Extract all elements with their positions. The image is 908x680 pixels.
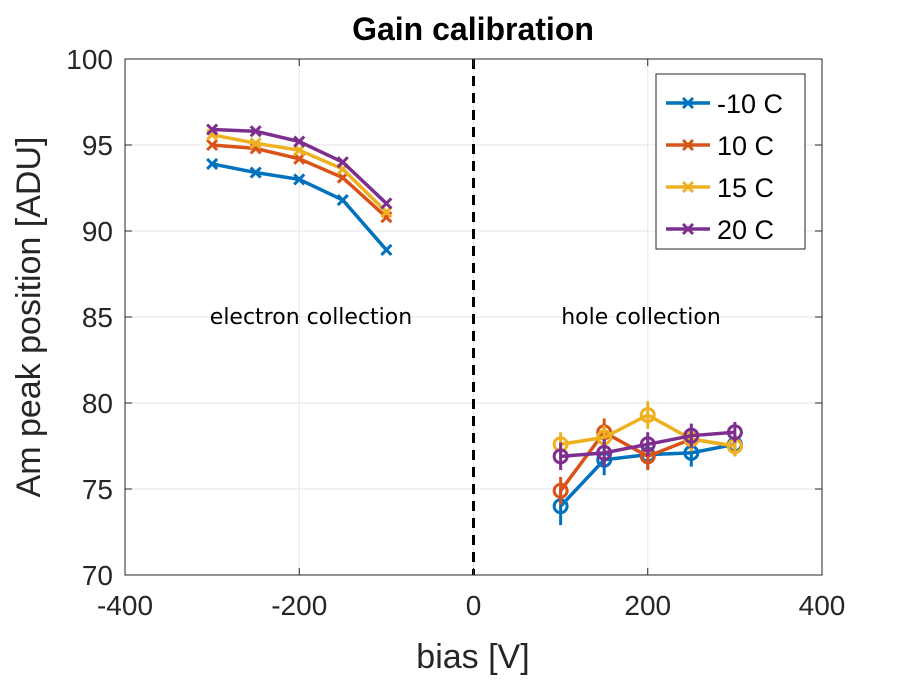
data-point-cross — [249, 166, 262, 179]
legend-marker — [681, 222, 695, 236]
x-tick-label: -200 — [271, 590, 327, 621]
legend-item: -10 C — [666, 89, 783, 119]
y-tick-label: 100 — [66, 44, 113, 75]
y-tick-label: 85 — [82, 302, 113, 333]
data-point-cross — [249, 125, 262, 138]
legend-label: -10 C — [717, 89, 783, 119]
legend-label: 10 C — [717, 131, 774, 161]
data-point-circle — [552, 448, 569, 465]
legend-item: 10 C — [666, 131, 774, 161]
legend-item: 15 C — [666, 173, 774, 203]
data-point-cross — [380, 243, 393, 256]
legend-marker — [681, 96, 695, 110]
chart-title: Gain calibration — [352, 11, 594, 47]
x-tick-label: 400 — [799, 590, 846, 621]
tick-labels: -400 -200 0 200 400 70 75 80 85 90 95 100 — [66, 44, 845, 621]
legend: -10 C 10 C 15 C 20 C — [655, 73, 806, 250]
x-tick-label: -400 — [97, 590, 153, 621]
y-tick-label: 95 — [82, 130, 113, 161]
data-point-cross — [206, 157, 219, 170]
axes-frame — [124, 58, 823, 576]
x-tick-label: 0 — [466, 590, 482, 621]
legend-marker — [681, 180, 695, 194]
series-line-hole — [560, 430, 736, 459]
y-tick-label: 70 — [82, 560, 113, 591]
data-point-cross — [206, 138, 219, 152]
legend-marker — [681, 138, 695, 152]
annotation-hole-collection: hole collection — [561, 305, 721, 330]
data-point-cross — [380, 197, 393, 210]
data-point-circle — [683, 427, 700, 444]
series-line-hole — [560, 413, 736, 448]
y-axis-label: Am peak position [ADU] — [10, 137, 48, 498]
series-20c — [206, 123, 743, 471]
legend-label: 15 C — [717, 173, 774, 203]
series-layer — [206, 123, 743, 526]
data-point-cross — [249, 137, 262, 150]
legend-item: 20 C — [666, 215, 774, 245]
data-point-cross — [293, 135, 306, 148]
data-point-circle — [552, 482, 569, 499]
y-tick-label: 90 — [82, 216, 113, 247]
data-point-cross — [336, 193, 349, 207]
x-tick-label: 200 — [624, 590, 671, 621]
data-point-circle — [639, 436, 656, 453]
x-axis-label: bias [V] — [416, 638, 529, 676]
data-point-circle — [726, 424, 743, 441]
data-point-circle — [639, 407, 656, 424]
annotation-electron-collection: electron collection — [210, 305, 412, 330]
data-point-cross — [336, 156, 349, 169]
data-point-cross — [293, 173, 306, 186]
legend-label: 20 C — [717, 215, 774, 245]
data-point-cross — [206, 123, 219, 136]
y-tick-label: 75 — [82, 474, 113, 505]
y-tick-label: 80 — [82, 388, 113, 419]
data-point-circle — [596, 444, 613, 461]
